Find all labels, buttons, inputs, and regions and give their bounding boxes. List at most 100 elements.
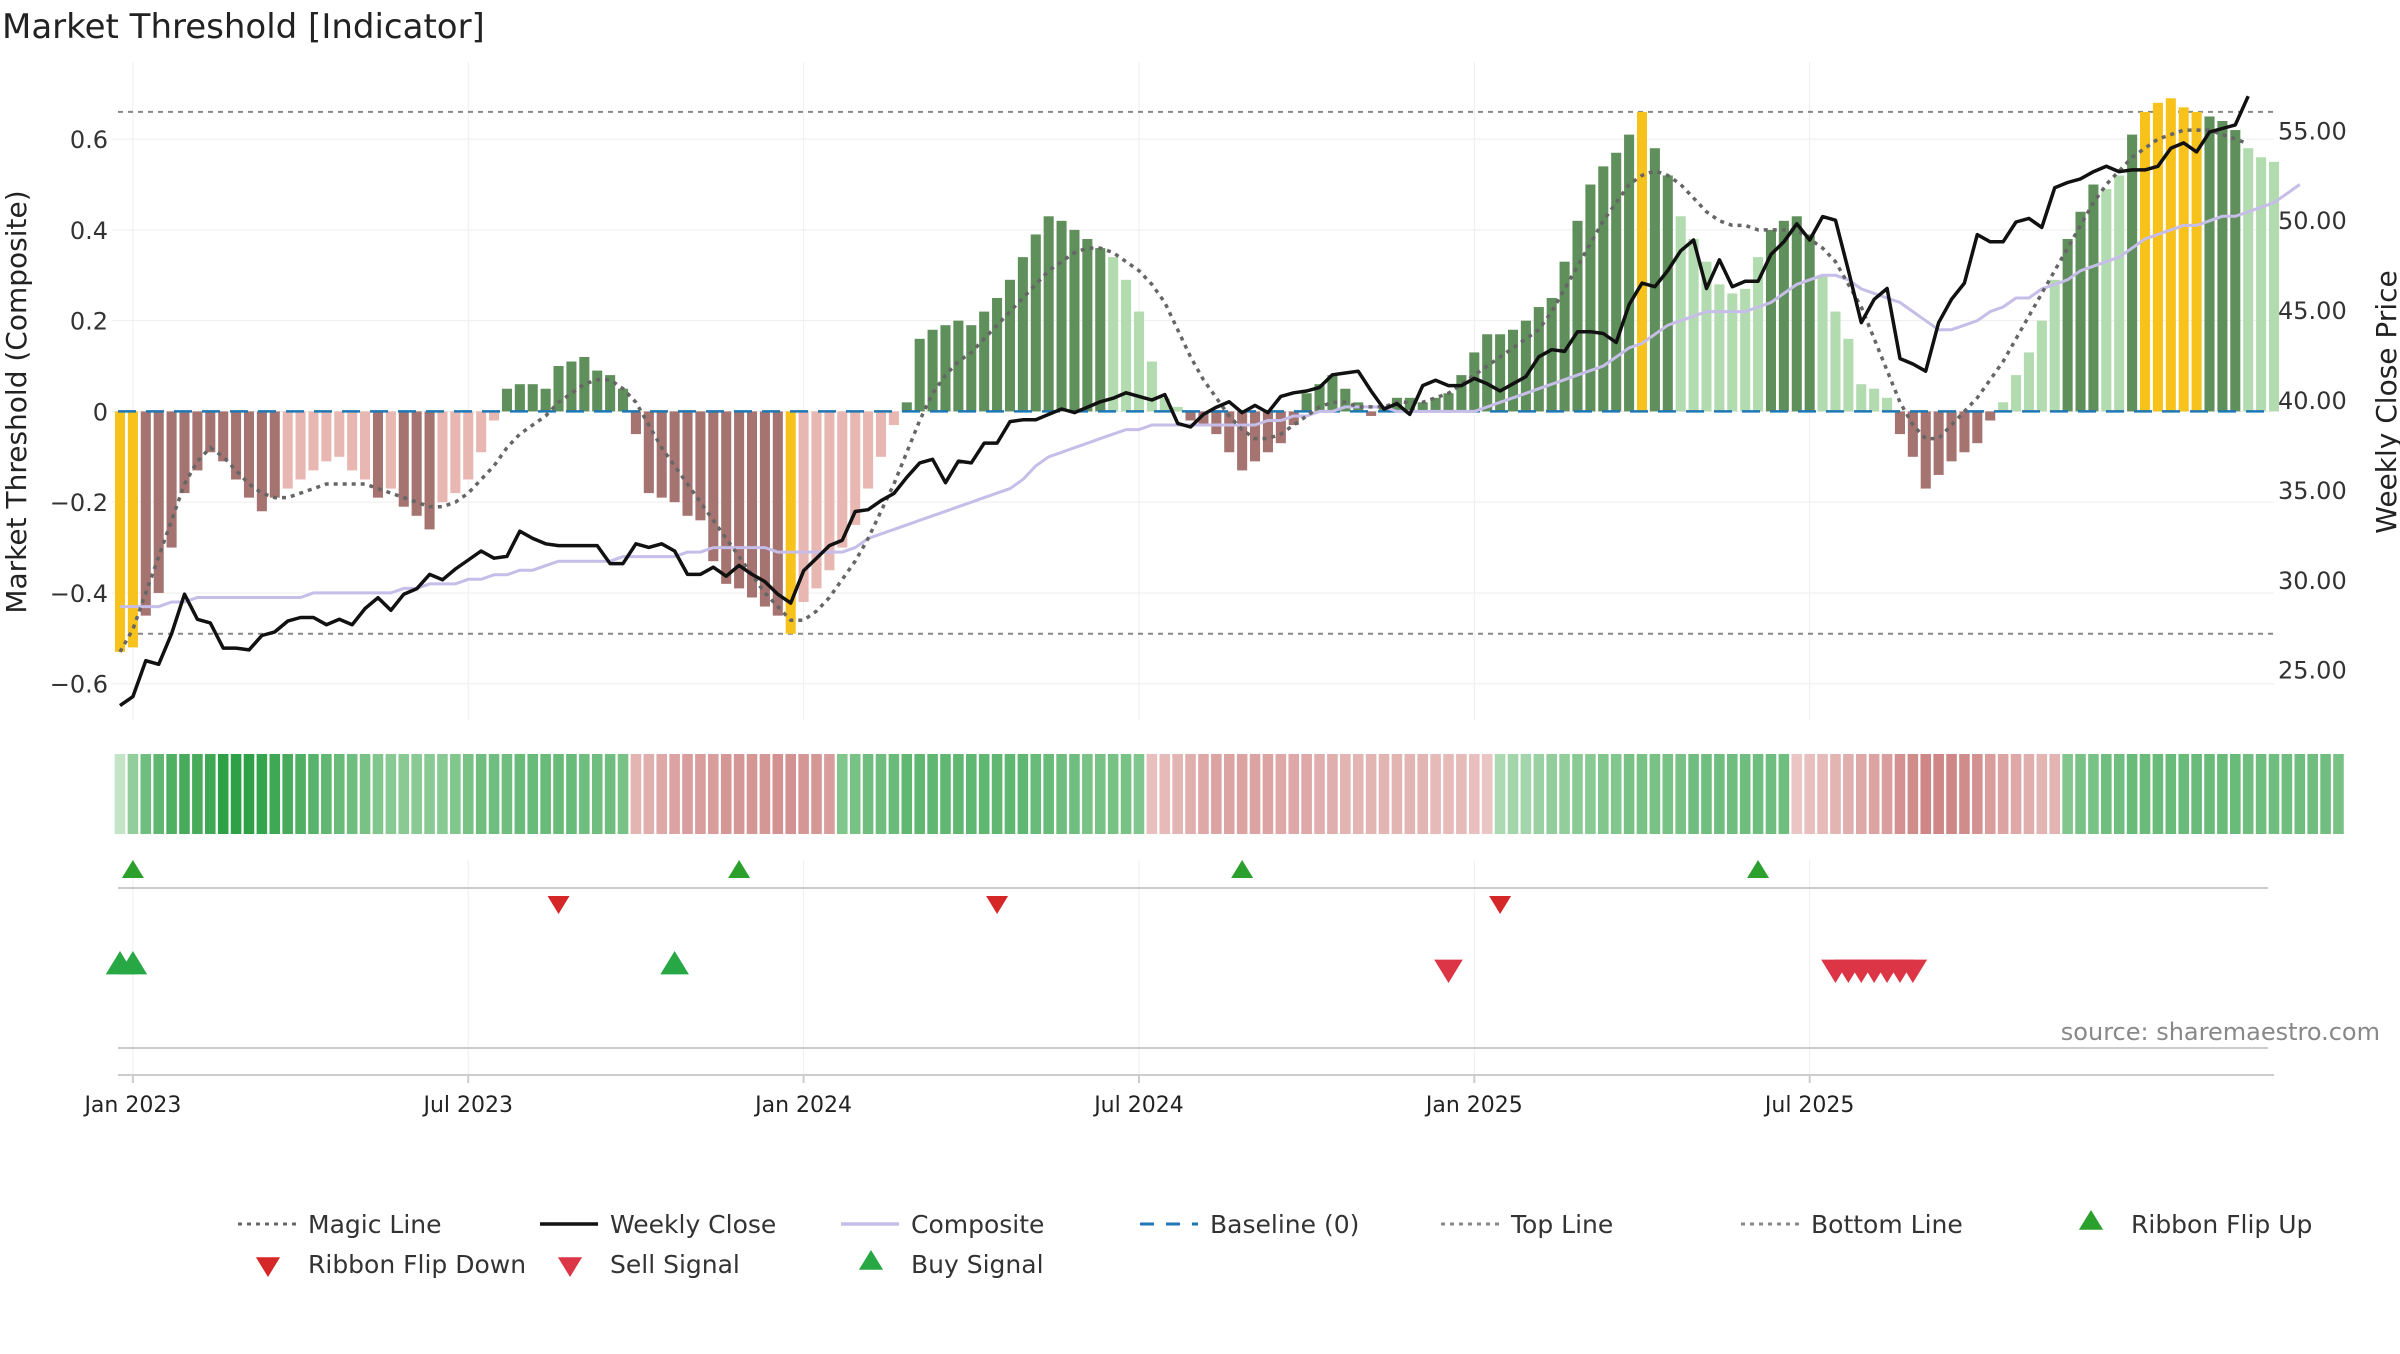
ribbon-cell — [669, 754, 680, 834]
ribbon-cell — [1623, 754, 1635, 834]
ribbon-cell — [204, 754, 216, 834]
y2-tick-label: 30.00 — [2278, 567, 2347, 595]
ribbon-cell — [746, 754, 758, 834]
bar — [1946, 411, 1957, 462]
ribbon-cell — [1920, 754, 1932, 834]
bar — [1172, 406, 1183, 412]
ribbon-cell — [1714, 754, 1725, 834]
bar — [2191, 111, 2202, 412]
bar — [114, 411, 126, 652]
ribbon-cell — [1894, 754, 1906, 834]
ribbon-cell — [308, 754, 319, 834]
bar — [656, 411, 667, 498]
y-tick-label: 0.6 — [70, 126, 108, 154]
ribbon-cell — [566, 754, 577, 834]
x-tick-label: Jan 2024 — [753, 1093, 852, 1118]
bar — [218, 411, 229, 462]
bar — [269, 411, 280, 498]
ribbon-flip-up-marker — [728, 860, 751, 878]
bar — [1469, 352, 1480, 412]
ribbon-cell — [2139, 754, 2151, 834]
bar — [927, 329, 938, 412]
bar — [630, 411, 641, 435]
legend-label: Sell Signal — [610, 1250, 740, 1279]
ribbon-cell — [2101, 754, 2112, 834]
bar — [1017, 257, 1028, 412]
bar — [592, 370, 603, 412]
ribbon-cell — [1107, 754, 1119, 834]
bar — [1069, 229, 1080, 412]
ribbon-cell — [1868, 754, 1880, 834]
ribbon-cell — [1598, 754, 1609, 834]
ribbon-cell — [811, 754, 822, 834]
bar — [1417, 402, 1428, 412]
y2-tick-label: 35.00 — [2278, 477, 2347, 505]
bar — [192, 411, 203, 471]
x-tick-label: Jan 2025 — [1424, 1093, 1523, 1118]
bar — [1288, 411, 1299, 426]
bar — [463, 411, 474, 480]
bar — [2088, 184, 2099, 412]
y-tick-labels: 0.6 0.4 0.2 0 −0.2 −0.4 −0.6 — [50, 126, 108, 699]
bar — [2075, 211, 2086, 412]
ribbon-cell — [656, 754, 668, 834]
bar — [1636, 111, 1648, 412]
legend-item: Baseline (0) — [1140, 1210, 1359, 1239]
ribbon-cell — [991, 754, 1003, 834]
x-tick-label: Jul 2024 — [1092, 1093, 1184, 1118]
bar — [2178, 107, 2189, 412]
sell-signal-marker — [1434, 959, 1463, 983]
ribbon-cell — [1301, 754, 1312, 834]
ribbon-cell — [1855, 754, 1867, 834]
ribbon-cell — [2204, 754, 2215, 834]
bar — [2023, 352, 2034, 412]
trend-ribbon — [114, 754, 2344, 834]
y-tick-label: −0.4 — [50, 580, 108, 608]
bar — [1327, 375, 1338, 412]
ribbon-cell — [1443, 754, 1454, 834]
bar — [1791, 216, 1802, 412]
bar — [1043, 216, 1054, 412]
ribbon-cell — [1378, 754, 1390, 834]
ribbon-cell — [1275, 754, 1287, 834]
bar — [1972, 411, 1983, 444]
ribbon-cell — [1456, 754, 1467, 834]
ribbon-cell — [1997, 754, 2009, 834]
y-tick-label: 0.2 — [70, 308, 108, 336]
legend-label: Magic Line — [308, 1210, 442, 1239]
bar — [1778, 220, 1789, 412]
bar — [1301, 393, 1312, 412]
x-tick-labels: Jan 2023 Jul 2023 Jan 2024 Jul 2024 Jan 2025… — [82, 1075, 1854, 1118]
ribbon-cell — [153, 754, 164, 834]
legend-item: Composite — [841, 1210, 1044, 1239]
ribbon-cell — [1843, 754, 1854, 834]
bar — [966, 325, 977, 412]
bar — [1598, 166, 1609, 412]
ribbon-cell — [2268, 754, 2280, 834]
ribbon-cell — [643, 754, 655, 834]
bar — [1649, 148, 1660, 412]
magic-line — [118, 128, 2249, 653]
ribbon-cell — [359, 754, 371, 834]
ribbon-cell — [1198, 754, 1209, 834]
bar — [424, 411, 435, 530]
ribbon-cell — [127, 754, 139, 834]
bar — [308, 411, 319, 471]
bar — [1211, 411, 1222, 435]
ribbon-cell — [1546, 754, 1557, 834]
bar — [2139, 111, 2151, 412]
bar — [837, 411, 848, 548]
bar — [450, 411, 461, 494]
ribbon-cell — [1972, 754, 1983, 834]
bar — [682, 411, 693, 516]
ribbon-cell — [295, 754, 306, 834]
bar — [1920, 411, 1931, 489]
bar — [1546, 297, 1557, 412]
bar — [1701, 261, 1712, 412]
ribbon-cell — [1469, 754, 1480, 834]
ribbon-cell — [437, 754, 448, 834]
ribbon-cell — [1830, 754, 1841, 834]
ribbon-cell — [1494, 754, 1506, 834]
bar — [2243, 148, 2254, 412]
